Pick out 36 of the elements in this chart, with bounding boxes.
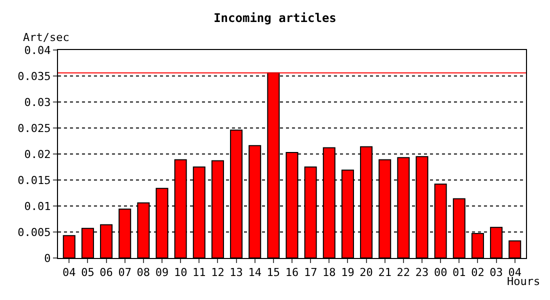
x-tick-label: 16 [285,266,299,280]
chart-title: Incoming articles [214,10,336,25]
x-tick-label: 17 [304,266,318,280]
y-tick-label: 0.035 [18,70,51,83]
y-tick-label: 0.04 [24,44,52,57]
x-tick-label: 12 [211,266,224,280]
x-tick-label: 15 [266,266,280,280]
y-tick-label: 0.015 [18,174,51,187]
y-tick-label: 0.01 [24,200,51,213]
x-tick-label: 05 [81,266,94,280]
x-tick-label: 03 [490,266,503,280]
x-tick-label: 18 [322,266,336,280]
x-tick-label: 23 [415,266,429,280]
x-tick-label: 04 [62,266,76,280]
x-tick-label: 13 [230,266,243,280]
y-axis-title: Art/sec [23,31,70,44]
x-axis-title: Hours [507,275,540,288]
y-tick-label: 0.025 [18,122,51,135]
x-tick-label: 10 [174,266,188,280]
x-tick-label: 19 [341,266,354,280]
x-tick-label: 22 [396,266,410,280]
x-tick-label: 11 [192,266,206,280]
x-tick-label: 07 [118,266,132,280]
x-tick-label: 08 [136,266,150,280]
x-tick-label: 20 [360,266,373,280]
x-tick-label: 14 [248,266,262,280]
x-tick-label: 09 [155,266,169,280]
y-tick-label: 0.02 [24,148,51,161]
x-tick-label: 21 [378,266,392,280]
x-tick-label: 02 [471,266,484,280]
x-tick-label: 00 [434,266,448,280]
y-tick-label: 0.03 [24,96,51,109]
y-tick-label: 0 [44,252,51,265]
x-tick-label: 06 [100,266,113,280]
y-tick-label: 0.005 [18,226,51,239]
x-tick-label: 01 [452,266,466,280]
